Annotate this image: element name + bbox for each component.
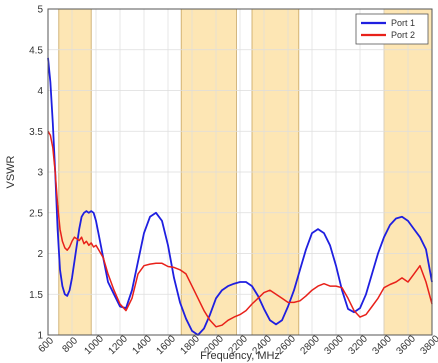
legend-box: [355, 13, 429, 45]
series-line-port-1: [47, 57, 433, 336]
y-tick-label: 4: [37, 86, 43, 97]
y-tick-label: 2: [37, 249, 43, 260]
y-tick-label: 3.5: [29, 127, 43, 138]
x-tick-label: 1200: [106, 333, 130, 357]
x-tick-label: 3800: [418, 333, 438, 357]
x-tick-label: 2800: [298, 333, 322, 357]
data-series: [47, 57, 433, 336]
legend-label-port-1: Port 1: [391, 18, 415, 28]
y-tick-label: 5: [37, 5, 43, 16]
y-tick-label: 1: [37, 331, 43, 342]
y-tick-label: 4.5: [29, 45, 43, 56]
x-tick-label: 1400: [130, 333, 154, 357]
y-axis-label: VSWR: [5, 155, 17, 188]
grid-lines: [47, 8, 433, 336]
legend-label-port-2: Port 2: [391, 30, 415, 40]
x-tick-label: 3600: [394, 333, 418, 357]
y-tick-label: 2.5: [29, 208, 43, 219]
x-tick-label: 3200: [346, 333, 370, 357]
x-tick-label: 3400: [370, 333, 394, 357]
y-tick-labels: 1 1.5 2 2.5 3 3.5 4 4.5 5: [29, 5, 43, 342]
plot-frame: [47, 8, 433, 336]
y-tick-label: 3: [37, 168, 43, 179]
legend: Port 1 Port 2: [355, 13, 429, 45]
x-tick-label: 800: [60, 335, 80, 355]
x-tick-label: 1000: [82, 333, 106, 357]
series-line-port-2: [47, 130, 433, 328]
x-tick-label: 1600: [154, 333, 178, 357]
x-axis-label: Frequency, MHz: [200, 350, 280, 362]
y-tick-label: 1.5: [29, 290, 43, 301]
x-tick-label: 3000: [322, 333, 346, 357]
x-tick-label: 1800: [178, 333, 202, 357]
